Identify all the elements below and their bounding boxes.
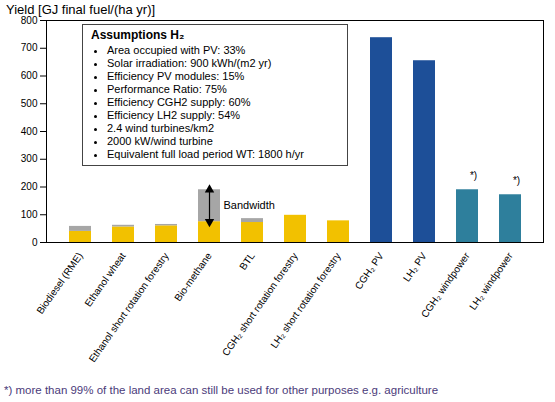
html-text:*) more than 99% of the land a: *) more than 99% of the land area can st…	[4, 384, 439, 396]
svg-text:100: 100	[21, 209, 38, 220]
svg-text:Ethanol wheat: Ethanol wheat	[82, 250, 127, 308]
html-text:Assumptions H₂: Assumptions H₂	[91, 28, 185, 42]
html-text:2.4 wind turbines/km2: 2.4 wind turbines/km2	[107, 122, 214, 134]
svg-text:Ethanol short rotation forestr: Ethanol short rotation forestry	[87, 250, 171, 364]
svg-text:*): *)	[513, 175, 520, 186]
svg-text:*): *)	[470, 170, 477, 181]
svg-text:700: 700	[21, 42, 38, 53]
svg-text:CGH₂ PV: CGH₂ PV	[353, 250, 386, 291]
svg-text:LH₂ PV: LH₂ PV	[401, 250, 429, 283]
svg-text:600: 600	[21, 70, 38, 81]
svg-text:LH₂ short rotation forestry: LH₂ short rotation forestry	[268, 250, 342, 350]
svg-text:LH₂ windpower: LH₂ windpower	[467, 250, 515, 312]
svg-text:400: 400	[21, 126, 38, 137]
html-text:Area occupied with PV: 33%: Area occupied with PV: 33%	[107, 44, 246, 56]
svg-text:Bio-methane: Bio-methane	[172, 250, 214, 303]
svg-text:CGH₂ windpower: CGH₂ windpower	[419, 250, 472, 320]
html-text:Efficiency PV modules: 15%: Efficiency PV modules: 15%	[107, 70, 245, 82]
svg-text:0: 0	[32, 237, 38, 248]
svg-text:800: 800	[20, 14, 38, 26]
html-text:Yield [GJ final fuel/(ha yr)]: Yield [GJ final fuel/(ha yr)]	[6, 2, 156, 17]
html-text:2000 kW/wind turbine: 2000 kW/wind turbine	[107, 135, 213, 147]
html-text:Efficiency CGH2 supply: 60%: Efficiency CGH2 supply: 60%	[107, 96, 251, 108]
svg-text:Biodiesel (RME): Biodiesel (RME)	[34, 250, 84, 315]
html-text:Efficiency LH2 supply: 54%: Efficiency LH2 supply: 54%	[107, 109, 241, 121]
svg-text:Bandwidth: Bandwidth	[224, 199, 275, 211]
html-text:Performance Ratio: 75%: Performance Ratio: 75%	[107, 83, 227, 95]
svg-text:200: 200	[21, 181, 38, 192]
svg-text:CGH₂ short rotation forestry: CGH₂ short rotation forestry	[220, 250, 300, 357]
html-text:Solar irradiation: 900 kWh/(m2: Solar irradiation: 900 kWh/(m2 yr)	[107, 57, 272, 69]
html-text:Equivalent full load period WT: Equivalent full load period WT: 1800 h/y…	[107, 148, 304, 160]
svg-text:500: 500	[21, 98, 38, 109]
svg-text:300: 300	[21, 153, 38, 164]
svg-text:BTL: BTL	[237, 250, 257, 272]
